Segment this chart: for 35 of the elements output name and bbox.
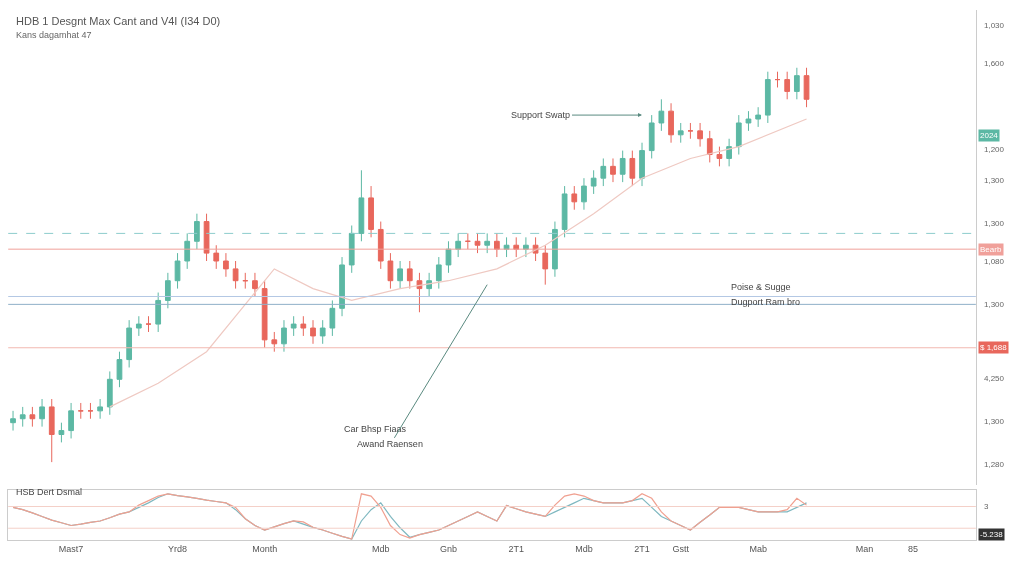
- text: 1,080: [984, 257, 1005, 266]
- text: 4,250: [984, 374, 1005, 383]
- text: 1,200: [984, 145, 1005, 154]
- text: 1,300: [984, 300, 1005, 309]
- annotation: Dugport Ram bro: [731, 297, 801, 307]
- x-tick-label: Yrd8: [168, 543, 188, 554]
- x-tick-label: Mdb: [575, 543, 593, 554]
- x-tick-label: Gstt: [672, 543, 690, 554]
- ref-line-label: Bearb: [980, 245, 1002, 254]
- x-tick-label: 2T1: [634, 543, 650, 554]
- text: -5.238: [980, 530, 1004, 539]
- text: $ 1,688: [980, 343, 1008, 352]
- annotation: Support Swatp: [511, 110, 571, 120]
- text: 3: [984, 502, 989, 511]
- text: 1,600: [984, 59, 1005, 68]
- x-tick-label: Gnb: [439, 543, 457, 554]
- annotation: Awand Raensen: [357, 439, 423, 449]
- x-tick-label: Month: [252, 543, 278, 554]
- chart-title: HDB 1 Desgnt Max Cant and V4I (I34 D0): [16, 15, 221, 27]
- text: 1,030: [984, 21, 1005, 30]
- chart-title: HSB Dert Dsmal: [16, 487, 83, 497]
- text: 1,300: [984, 176, 1005, 185]
- text: 1,300: [984, 417, 1005, 426]
- x-tick-label: Man: [855, 543, 874, 554]
- x-tick-label: Mast7: [58, 543, 84, 554]
- annotation: Car Bhsp Fiaas: [344, 424, 407, 434]
- x-tick-label: Mdb: [371, 543, 390, 554]
- x-tick-label: Mab: [749, 543, 767, 554]
- text: 1,300: [984, 219, 1005, 228]
- x-tick-label: 2T1: [508, 543, 524, 554]
- annotation: Poise & Sugge: [731, 282, 791, 292]
- text: 1,280: [984, 460, 1005, 469]
- chart-subtitle: Kans dagamhat 47: [16, 30, 92, 40]
- text: 2024: [980, 131, 999, 140]
- x-tick-label: 85: [907, 543, 918, 554]
